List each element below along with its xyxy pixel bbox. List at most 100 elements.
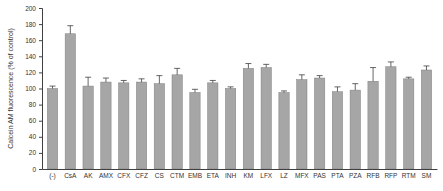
error-cap	[281, 90, 287, 91]
x-tick: LFX	[260, 169, 273, 179]
y-tick: 200	[25, 5, 42, 12]
x-tick: LZ	[280, 169, 288, 179]
y-tick-label: 120	[25, 69, 36, 76]
y-tick-label: 100	[25, 85, 36, 92]
x-tick: EMB	[188, 169, 202, 179]
bar	[190, 93, 200, 169]
y-tick: 140	[25, 53, 42, 60]
error-stem	[177, 68, 178, 74]
y-tick: 180	[25, 21, 42, 28]
bar	[332, 92, 342, 169]
y-tick: 40	[29, 133, 42, 140]
error-cap	[228, 86, 234, 87]
error-stem	[159, 76, 160, 84]
x-tick: MFX	[295, 169, 309, 179]
x-tick-label: PTA	[331, 172, 344, 179]
error-bar	[121, 80, 127, 82]
error-bar	[156, 76, 162, 84]
y-axis-title: Calcein AM fluorescence (% of control)	[7, 28, 15, 149]
bar	[154, 84, 164, 169]
y-tick-mark	[39, 40, 42, 41]
y-tick-label: 180	[25, 21, 36, 28]
error-bar	[263, 64, 269, 67]
error-cap	[352, 83, 358, 84]
x-tick-label: CS	[155, 172, 165, 179]
x-tick: PAS	[313, 169, 326, 179]
y-tick: 120	[25, 69, 42, 76]
bar	[314, 78, 324, 169]
bar	[279, 93, 289, 169]
error-stem	[70, 26, 71, 34]
bar	[297, 80, 307, 169]
x-tick: AK	[84, 169, 93, 179]
x-axis: (-)CsAAKAMXCFXCFZCSCTMEMBETAINHKMLFXLZMF…	[43, 169, 438, 180]
bar	[208, 83, 218, 169]
error-bar	[67, 26, 73, 34]
error-cap	[67, 25, 73, 26]
y-tick-label: 200	[25, 5, 36, 12]
y-tick-mark	[39, 121, 42, 122]
bar	[350, 90, 360, 169]
y-tick-mark	[39, 8, 42, 9]
error-stem	[248, 64, 249, 69]
y-tick: 60	[29, 117, 42, 124]
y-tick: 160	[25, 37, 42, 44]
error-cap	[174, 68, 180, 69]
y-tick-label: 140	[25, 53, 36, 60]
x-tick: (-)	[49, 169, 56, 180]
bar	[83, 86, 93, 169]
x-tick-label: SM	[422, 172, 432, 179]
bar	[386, 67, 396, 169]
error-cap	[423, 65, 429, 66]
y-tick-label: 80	[29, 101, 37, 108]
error-cap	[210, 80, 216, 81]
error-bar	[85, 77, 91, 86]
x-tick-label: PZA	[349, 172, 362, 179]
x-tick-label: PAS	[313, 172, 326, 179]
error-cap	[317, 75, 323, 76]
bar	[243, 68, 253, 169]
x-tick-label: CFX	[117, 172, 131, 179]
x-tick: KM	[244, 169, 254, 179]
error-bar	[281, 91, 287, 93]
y-tick-mark	[39, 89, 42, 90]
error-cap	[334, 86, 340, 87]
error-bar	[317, 76, 323, 78]
error-stem	[88, 77, 89, 86]
error-stem	[301, 75, 302, 80]
error-cap	[370, 67, 376, 68]
error-bar	[103, 78, 109, 82]
y-tick: 80	[29, 101, 42, 108]
x-tick-label: (-)	[49, 172, 56, 180]
x-tick: INH	[225, 169, 237, 179]
error-cap	[139, 78, 145, 79]
x-tick-label: RFP	[384, 172, 397, 179]
x-tick-label: RTM	[402, 172, 416, 179]
x-tick: RFP	[384, 169, 397, 179]
x-tick: ETA	[207, 169, 220, 179]
y-tick-label: 40	[29, 133, 37, 140]
y-tick-label: 160	[25, 37, 36, 44]
error-stem	[355, 84, 356, 90]
error-stem	[373, 68, 374, 82]
x-tick: CS	[155, 169, 165, 179]
error-bar	[228, 87, 234, 89]
x-tick-label: INH	[225, 172, 237, 179]
error-stem	[141, 79, 142, 82]
x-axis-line	[43, 169, 438, 170]
x-tick: RTM	[402, 169, 416, 179]
bar	[65, 34, 75, 169]
error-bar	[334, 87, 340, 92]
marks	[47, 26, 431, 169]
error-bar	[50, 86, 56, 88]
x-tick-label: LZ	[280, 172, 288, 179]
x-tick-label: CsA	[64, 172, 77, 179]
bar	[101, 82, 111, 169]
bar	[119, 83, 129, 169]
y-axis-line	[39, 9, 43, 170]
error-bar	[245, 64, 251, 69]
bar	[47, 89, 57, 170]
x-tick: PTA	[331, 169, 344, 179]
y-tick: 0	[32, 166, 42, 173]
error-stem	[105, 78, 106, 82]
